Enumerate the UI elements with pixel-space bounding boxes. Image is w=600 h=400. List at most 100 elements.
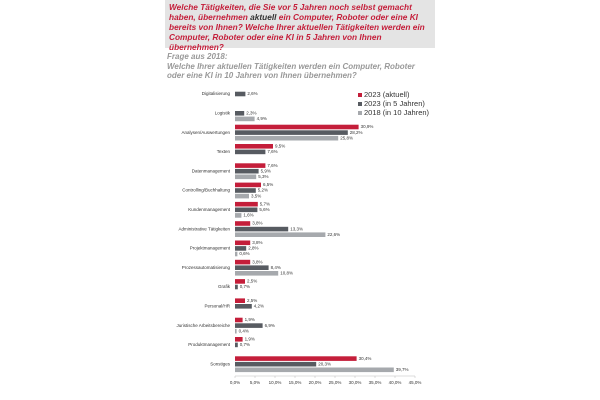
y-tick-label: Analysen/Auswertungen — [181, 130, 230, 135]
legend-swatch — [358, 102, 362, 106]
bar — [235, 279, 245, 284]
bar — [235, 182, 261, 188]
value-label: 3,8% — [252, 240, 262, 245]
bar — [235, 240, 251, 246]
x-tick-label: 40,0% — [389, 380, 402, 385]
bar — [235, 213, 242, 218]
bar — [235, 91, 246, 97]
y-tick-label: Produktmanagement — [188, 342, 231, 347]
value-label: 22,6% — [327, 232, 340, 237]
value-label: 28,2% — [350, 130, 363, 135]
bar — [235, 149, 266, 155]
value-label: 4,9% — [257, 116, 267, 121]
value-label: 5,6% — [259, 207, 269, 212]
legend-swatch — [358, 93, 362, 97]
chart-title: Welche Tätigkeiten, die Sie vor 5 Jahren… — [165, 0, 435, 52]
y-tick-label: Sonstiges — [210, 361, 231, 366]
bar — [235, 226, 289, 232]
value-label: 3,8% — [252, 259, 262, 264]
value-label: 6,9% — [265, 323, 275, 328]
legend-label: 2018 (in 10 Jahren) — [364, 108, 430, 117]
value-label: 3,8% — [252, 221, 262, 226]
value-label: 5,2% — [258, 188, 268, 193]
bar — [235, 328, 237, 334]
bar — [235, 124, 359, 130]
bar — [235, 265, 269, 270]
bar — [235, 130, 348, 135]
x-tick-label: 25,0% — [329, 380, 342, 385]
value-label: 25,8% — [340, 135, 353, 140]
y-tick-label: Prozessautomatisierung — [182, 265, 231, 270]
subtitle-label: Frage aus 2018: — [167, 52, 228, 61]
value-label: 30,9% — [361, 124, 374, 129]
value-label: 2,8% — [248, 246, 258, 251]
value-label: 1,6% — [243, 213, 253, 218]
x-tick-label: 15,0% — [289, 380, 302, 385]
bar — [235, 251, 238, 257]
x-tick-label: 10,0% — [269, 380, 282, 385]
value-label: 9,5% — [275, 143, 285, 148]
bar — [235, 337, 243, 342]
value-label: 39,7% — [396, 367, 409, 372]
value-label: 20,3% — [318, 361, 331, 366]
bar — [235, 246, 247, 251]
bar — [235, 168, 259, 174]
y-tick-label: Juristische Arbeitsbereiche — [176, 323, 230, 328]
x-tick-label: 35,0% — [369, 380, 382, 385]
value-label: 0,7% — [240, 342, 250, 347]
value-label: 2,5% — [247, 298, 257, 303]
value-label: 10,8% — [280, 270, 293, 275]
y-tick-label: Digitalisierung — [202, 91, 231, 96]
bar — [235, 361, 317, 367]
bar — [235, 356, 357, 361]
value-label: 0,6% — [239, 251, 249, 256]
bar — [235, 174, 257, 180]
bar — [235, 284, 238, 290]
bar — [235, 144, 273, 149]
x-tick-label: 30,0% — [349, 380, 362, 385]
value-label: 5,3% — [258, 174, 268, 179]
bar — [235, 232, 326, 237]
value-label: 5,7% — [260, 201, 270, 206]
y-tick-label: Administrative Tätigkeiten — [179, 226, 231, 231]
legend-label: 2023 (in 5 Jahren) — [364, 99, 425, 108]
bar — [235, 342, 238, 348]
value-label: 7,6% — [267, 149, 277, 154]
value-label: 0,4% — [239, 328, 249, 333]
x-tick-label: 20,0% — [309, 380, 322, 385]
bar — [235, 116, 255, 122]
y-tick-label: Personal/HR — [204, 303, 230, 308]
bar — [235, 221, 251, 226]
bar — [235, 163, 266, 168]
value-label: 2,6% — [247, 91, 257, 96]
bar — [235, 271, 279, 276]
value-label: 2,3% — [246, 110, 256, 115]
bar — [235, 201, 258, 207]
value-label: 4,2% — [254, 303, 264, 308]
value-label: 6,5% — [263, 182, 273, 187]
x-tick-label: 45,0% — [409, 380, 422, 385]
bar — [235, 188, 256, 193]
value-label: 1,9% — [245, 336, 255, 341]
x-tick-label: 0,0% — [230, 380, 240, 385]
bar — [235, 135, 339, 141]
y-tick-label: Datenmanagement — [192, 168, 231, 173]
subtitle-text: Welche Ihrer aktuellen Tätigkeiten werde… — [167, 61, 415, 81]
value-label: 1,9% — [245, 317, 255, 322]
bar — [235, 367, 394, 373]
value-label: 3,5% — [251, 193, 261, 198]
value-label: 8,4% — [271, 265, 281, 270]
title-text: Welche Tätigkeiten, die Sie vor 5 Jahren… — [169, 2, 412, 22]
bar — [235, 111, 245, 116]
y-tick-label: Kundenmanagement — [188, 207, 231, 212]
legend-label: 2023 (aktuell) — [364, 90, 410, 99]
value-label: 13,3% — [290, 226, 303, 231]
bar — [235, 317, 243, 323]
value-label: 0,7% — [240, 284, 250, 289]
bar — [235, 259, 251, 265]
bar — [235, 193, 249, 199]
title-text: ein Computer, Roboter oder eine KI berei… — [169, 12, 425, 52]
x-tick-label: 5,0% — [250, 380, 260, 385]
